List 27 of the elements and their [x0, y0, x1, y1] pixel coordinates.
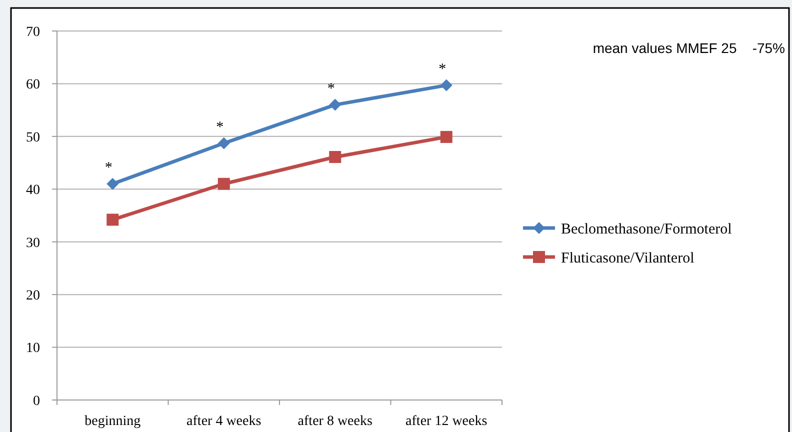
legend-label: Fluticasone/Vilanterol	[561, 250, 694, 266]
y-tick-label: 60	[26, 78, 40, 93]
y-tick-label: 10	[26, 341, 40, 356]
annotation: *	[104, 160, 112, 176]
x-tick-label: after 4 weeks	[186, 414, 262, 429]
point	[106, 178, 119, 190]
point	[440, 79, 452, 92]
y-tick-label: 40	[26, 183, 40, 198]
point	[329, 98, 342, 111]
point	[440, 130, 452, 143]
point	[106, 214, 119, 226]
legend-label: Beclomethasone/Formoterol	[561, 221, 732, 238]
annotation: *	[216, 119, 224, 136]
annotation: *	[327, 80, 335, 97]
y-tick-label: 50	[26, 130, 40, 146]
x-tick-label: after 12 weeks	[406, 414, 488, 429]
point	[218, 178, 230, 190]
y-tick-label: 30	[26, 236, 40, 251]
y-tick-label: 0	[33, 394, 40, 409]
point	[329, 150, 342, 163]
x-tick-label: after 8 weeks	[298, 414, 372, 429]
y-tick-label: 20	[26, 288, 40, 304]
point	[218, 137, 230, 150]
x-tick-label: beginning	[84, 414, 141, 429]
annotation: *	[438, 61, 446, 78]
text: mean values MMEF 25 -75%	[592, 40, 785, 56]
y-tick-label: 70	[26, 24, 40, 40]
